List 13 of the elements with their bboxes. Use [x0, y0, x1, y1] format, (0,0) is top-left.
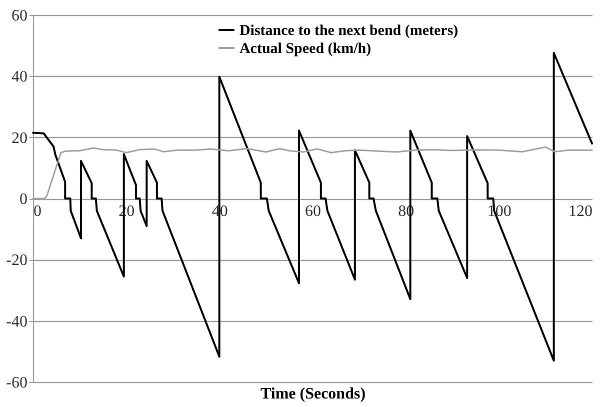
y-tick-label: 20 — [12, 130, 28, 147]
y-tick-label: 60 — [12, 8, 28, 24]
y-tick-label: 40 — [12, 68, 28, 86]
y-tick-label: -20 — [6, 252, 28, 270]
x-tick-label: 120 — [568, 203, 592, 220]
x-axis-title: Time (Seconds) — [260, 386, 366, 402]
y-tick-label: 0 — [20, 191, 28, 208]
x-tick-label: 0 — [34, 203, 42, 220]
legend-label: Actual Speed (km/h) — [239, 41, 372, 57]
x-tick-label: 60 — [305, 203, 321, 220]
legend-label: Distance to the next bend (meters) — [239, 23, 458, 39]
y-tick-label: -40 — [6, 313, 28, 330]
y-tick-label: -60 — [6, 374, 28, 392]
